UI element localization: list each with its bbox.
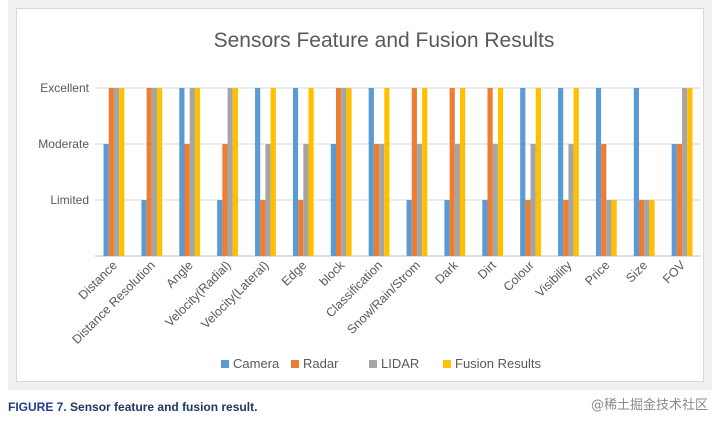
bar-fusion-results <box>346 88 352 256</box>
bar-fusion-results <box>119 88 125 256</box>
bar-radar <box>638 200 645 256</box>
bar-fusion-results <box>232 88 238 256</box>
bar-lidar <box>454 144 461 256</box>
bar-fusion-results <box>497 88 504 256</box>
bar-lidar <box>530 144 536 256</box>
bar-radar <box>108 88 114 256</box>
caption-text: Sensor feature and fusion result. <box>70 400 258 414</box>
legend-label: Radar <box>303 356 339 371</box>
x-tick-label: FOV <box>660 258 689 287</box>
bar-camera <box>141 200 147 256</box>
bar-camera <box>482 200 488 256</box>
figure-caption: FIGURE 7. Sensor feature and fusion resu… <box>8 400 257 414</box>
legend-label: Fusion Results <box>455 356 541 371</box>
x-tick-label: Colour <box>501 258 537 294</box>
bar-radar <box>487 88 493 256</box>
bar-fusion-results <box>194 88 201 256</box>
legend-label: LIDAR <box>381 356 419 371</box>
figure-frame: Sensors Feature and Fusion Results Limite… <box>8 0 712 390</box>
legend-swatch <box>369 360 377 368</box>
y-tick-label: Excellent <box>40 81 89 95</box>
legend-swatch <box>443 360 451 368</box>
bar-fusion-results <box>649 200 655 256</box>
bar-lidar <box>151 88 158 256</box>
bar-camera <box>558 88 564 256</box>
bar-radar <box>563 200 569 256</box>
bar-camera <box>217 200 223 256</box>
bar-camera <box>368 88 374 256</box>
bar-lidar <box>265 144 271 256</box>
watermark: @稀土掘金技术社区 <box>590 398 708 413</box>
bar-fusion-results <box>384 88 390 256</box>
bar-fusion-results <box>157 88 163 256</box>
bar-chart: Sensors Feature and Fusion Results Limite… <box>38 29 701 371</box>
bar-lidar <box>341 88 347 256</box>
bar-radar <box>146 88 152 256</box>
x-tick-label: Velocity(Lateral) <box>198 258 271 331</box>
bar-camera <box>406 200 412 256</box>
x-tick-label: block <box>317 258 348 289</box>
bar-lidar <box>379 144 385 256</box>
bar-camera <box>330 144 336 256</box>
x-tick-label: Size <box>623 258 650 285</box>
bar-fusion-results <box>422 88 428 256</box>
x-tick-label: Snow/Rain/Strom <box>344 258 423 337</box>
bar-lidar <box>113 88 120 256</box>
bar-camera <box>671 144 677 256</box>
bar-fusion-results <box>308 88 314 256</box>
bar-lidar <box>492 144 498 256</box>
bar-camera <box>444 200 450 256</box>
bar-camera <box>292 88 299 256</box>
chart-card: Sensors Feature and Fusion Results Limite… <box>16 8 704 382</box>
bar-lidar <box>416 144 423 256</box>
bar-radar <box>260 200 266 256</box>
bar-radar <box>298 200 304 256</box>
legend-swatch <box>291 360 299 368</box>
x-tick-label: Visibility <box>533 258 575 300</box>
x-tick-label: Angle <box>163 258 196 291</box>
legend-label: Camera <box>233 356 280 371</box>
bar-radar <box>335 88 342 256</box>
bar-camera <box>520 88 526 256</box>
bar-radar <box>525 200 531 256</box>
bar-radar <box>449 88 455 256</box>
y-tick-label: Limited <box>50 193 89 207</box>
bar-radar <box>222 144 228 256</box>
bar-lidar <box>227 88 233 256</box>
bar-radar <box>601 144 607 256</box>
bar-fusion-results <box>460 88 466 256</box>
x-tick-label: Dirt <box>475 258 499 282</box>
bar-fusion-results <box>270 88 276 256</box>
x-tick-label: Dark <box>432 258 461 287</box>
bar-lidar <box>568 144 574 256</box>
bar-fusion-results <box>535 88 541 256</box>
bar-camera <box>633 88 639 256</box>
figure-label: FIGURE 7. <box>8 400 67 414</box>
bar-radar <box>184 144 190 256</box>
bar-lidar <box>303 144 309 256</box>
legend-swatch <box>221 360 229 368</box>
bar-lidar <box>644 200 650 256</box>
bar-lidar <box>189 88 195 256</box>
bar-lidar <box>606 200 612 256</box>
bar-camera <box>179 88 185 256</box>
bar-fusion-results <box>573 88 579 256</box>
bar-camera <box>103 144 109 256</box>
bar-camera <box>595 88 602 256</box>
y-tick-label: Moderate <box>38 137 89 151</box>
x-tick-label: Price <box>582 258 612 288</box>
chart-title: Sensors Feature and Fusion Results <box>214 29 555 52</box>
bar-radar <box>676 144 683 256</box>
bar-radar <box>411 88 417 256</box>
bar-fusion-results <box>687 88 693 256</box>
bar-lidar <box>682 88 688 256</box>
bar-fusion-results <box>611 200 617 256</box>
bar-camera <box>255 88 261 256</box>
x-tick-label: Velocity(Radial) <box>162 258 233 329</box>
bar-radar <box>373 144 380 256</box>
x-tick-label: Edge <box>279 258 310 289</box>
